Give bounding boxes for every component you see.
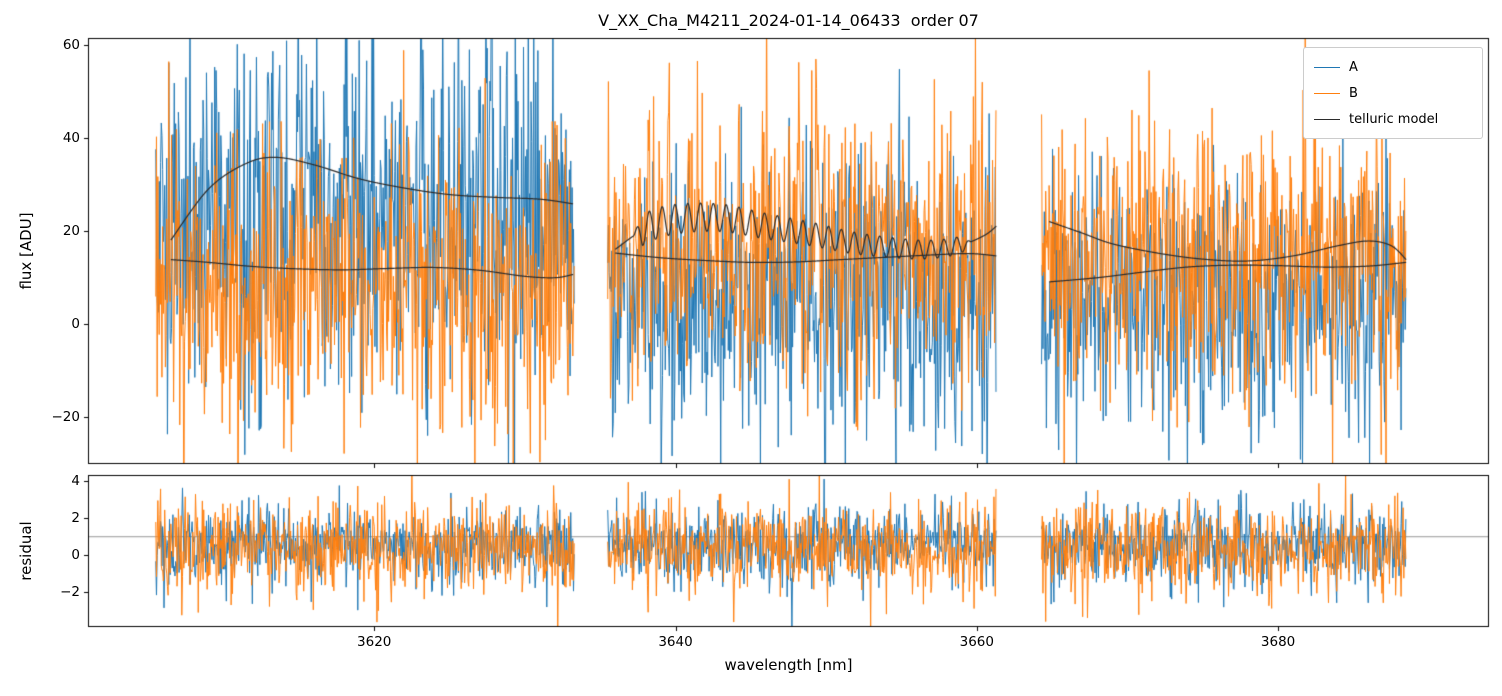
legend-line-swatch-telluric	[1314, 118, 1340, 120]
y-tick-label: −20	[51, 408, 81, 425]
residual-plot-area	[88, 475, 1489, 627]
x-axis-label: wavelength [nm]	[724, 656, 853, 674]
legend-label-telluric: telluric model	[1349, 111, 1439, 127]
x-tick-label: 3660	[959, 634, 994, 650]
legend-entry-b: B	[1314, 80, 1472, 106]
y-tick-label: −2	[60, 583, 80, 600]
legend-entry-a: A	[1314, 54, 1472, 80]
y-tick-label: 2	[71, 510, 80, 527]
legend: A B telluric model	[1303, 47, 1483, 139]
x-tick-label: 3620	[357, 634, 392, 650]
legend-line-swatch-b	[1314, 92, 1340, 94]
y-tick-label: 20	[62, 222, 80, 239]
legend-entry-telluric-model: telluric model	[1314, 106, 1472, 132]
x-tick-label: 3680	[1260, 634, 1296, 650]
x-tick-label: 3640	[658, 634, 693, 650]
y-tick-label: 40	[62, 129, 80, 146]
flux-plot-area	[88, 38, 1489, 464]
y-tick-label: 0	[71, 315, 80, 332]
legend-label-b: B	[1349, 85, 1358, 101]
y-tick-label: 0	[71, 547, 80, 564]
y-tick-label: 60	[62, 36, 80, 53]
legend-label-a: A	[1349, 59, 1358, 75]
legend-line-swatch-a	[1314, 66, 1340, 68]
chart-title: V_XX_Cha_M4211_2024-01-14_06433 order 07	[598, 11, 979, 30]
y-tick-label: 4	[71, 473, 80, 490]
